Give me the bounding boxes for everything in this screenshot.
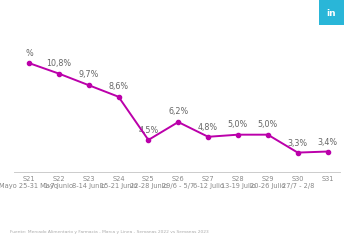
- Text: 4,8%: 4,8%: [198, 122, 218, 132]
- Text: 10,8%: 10,8%: [46, 59, 71, 68]
- Text: 6,2%: 6,2%: [168, 107, 188, 116]
- Text: 8,6%: 8,6%: [108, 82, 128, 91]
- Text: 3,3%: 3,3%: [288, 139, 308, 148]
- Text: 3,4%: 3,4%: [317, 138, 338, 147]
- Text: 4,5%: 4,5%: [138, 126, 159, 135]
- Text: %: %: [25, 49, 33, 58]
- Text: in: in: [326, 9, 336, 18]
- Text: 9,7%: 9,7%: [78, 70, 99, 79]
- Text: 5,0%: 5,0%: [258, 120, 278, 129]
- Text: 5,0%: 5,0%: [228, 120, 248, 129]
- Text: Fuente: Mercado Alimentario y Farmacia - Marca y Linea - Semanas 2022 vs Semanas: Fuente: Mercado Alimentario y Farmacia -…: [10, 230, 209, 234]
